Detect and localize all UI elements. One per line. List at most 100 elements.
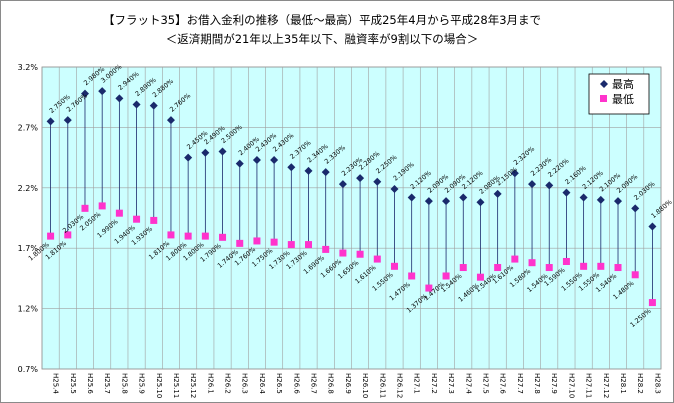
- x-tick-label: H26.5: [275, 373, 283, 394]
- x-tick-label: H26.7: [310, 373, 318, 394]
- x-tick-label: H27.4: [464, 373, 472, 394]
- x-tick-label: H25.9: [138, 373, 146, 394]
- min-marker: [236, 239, 244, 247]
- chart-title: 【フラット35】お借入金利の推移（最低～最高）平成25年4月から平成28年3月ま…: [103, 13, 541, 27]
- legend-box: [588, 73, 650, 115]
- max-marker: [407, 193, 416, 202]
- max-marker: [476, 198, 485, 207]
- max-marker: [493, 189, 502, 198]
- min-marker: [201, 232, 209, 240]
- x-tick-label: H25.12: [189, 373, 197, 398]
- min-marker: [339, 249, 347, 257]
- max-marker: [338, 180, 347, 189]
- legend-max-label: 最高: [612, 77, 634, 91]
- min-marker: [562, 257, 570, 265]
- x-tick-label: H27.8: [533, 373, 541, 394]
- min-marker: [305, 241, 313, 249]
- x-tick-label: H26.1: [206, 373, 214, 394]
- max-marker: [631, 204, 640, 213]
- max-marker: [614, 197, 623, 206]
- min-marker: [597, 262, 605, 270]
- x-tick-label: H25.7: [103, 373, 111, 394]
- max-marker: [596, 195, 605, 204]
- min-marker: [631, 271, 639, 279]
- min-marker: [184, 232, 192, 240]
- x-tick-label: H25.5: [69, 373, 77, 394]
- y-tick-label: 3.2%: [18, 63, 39, 72]
- x-tick-label: H26.6: [292, 373, 300, 394]
- chart-subtitle: ＜返済期間が21年以上35年以下、融資率が9割以下の場合＞: [166, 32, 479, 46]
- min-marker: [219, 233, 227, 241]
- min-marker: [81, 204, 89, 212]
- x-tick-label: H26.2: [224, 373, 232, 394]
- x-tick-label: H25.4: [52, 373, 60, 394]
- x-tick-label: H25.8: [120, 373, 128, 394]
- min-marker: [459, 264, 467, 272]
- x-tick-label: H27.12: [602, 373, 610, 398]
- x-tick-label: H27.11: [585, 373, 593, 398]
- max-marker: [235, 159, 244, 168]
- min-marker: [47, 232, 55, 240]
- min-marker: [614, 264, 622, 272]
- max-marker: [184, 153, 193, 162]
- max-marker: [390, 185, 399, 194]
- max-marker: [442, 197, 451, 206]
- legend: 最高 最低: [588, 73, 650, 115]
- x-tick-label: H27.9: [550, 373, 558, 394]
- x-tick-label: H26.12: [395, 373, 403, 398]
- x-tick-label: H26.10: [361, 373, 369, 398]
- max-marker: [218, 147, 227, 156]
- max-marker: [80, 89, 89, 98]
- max-marker: [528, 180, 537, 189]
- markers: [46, 87, 657, 307]
- max-marker: [545, 181, 554, 190]
- max-marker: [304, 166, 313, 175]
- x-tick-label: H27.10: [567, 373, 575, 398]
- min-marker: [167, 231, 175, 239]
- min-marker: [150, 216, 158, 224]
- x-tick-label: H28.1: [619, 373, 627, 394]
- max-marker: [98, 87, 107, 96]
- min-marker: [408, 272, 416, 280]
- y-tick-label: 2.7%: [18, 123, 39, 132]
- max-marker: [149, 101, 158, 110]
- min-marker: [98, 202, 106, 210]
- y-tick-label: 1.2%: [18, 305, 39, 314]
- max-marker: [356, 174, 365, 183]
- max-marker: [63, 116, 72, 125]
- max-marker: [459, 193, 468, 202]
- max-marker: [287, 163, 296, 172]
- x-tick-label: H27.2: [430, 373, 438, 394]
- legend-min-marker: [600, 95, 607, 102]
- min-marker: [476, 273, 484, 281]
- max-marker: [46, 117, 55, 126]
- x-tick-label: H25.11: [172, 373, 180, 398]
- min-marker: [580, 262, 588, 270]
- x-tick-label: H26.4: [258, 373, 266, 394]
- min-marker: [545, 264, 553, 272]
- min-marker: [648, 299, 656, 307]
- min-marker: [356, 250, 364, 258]
- min-marker: [373, 255, 381, 263]
- min-marker: [115, 209, 123, 217]
- min-marker: [253, 237, 261, 245]
- max-marker: [270, 156, 279, 165]
- max-marker: [201, 148, 210, 157]
- min-marker: [494, 264, 502, 272]
- max-marker: [424, 197, 433, 206]
- min-marker: [511, 255, 519, 263]
- x-tick-label: H27.1: [413, 373, 421, 394]
- min-marker: [425, 284, 433, 292]
- max-marker: [132, 100, 141, 109]
- y-axis: 0.7% 1.2% 1.7% 2.2% 2.7% 3.2%: [18, 63, 39, 374]
- y-tick-label: 0.7%: [18, 365, 39, 374]
- y-tick-label: 2.2%: [18, 184, 39, 193]
- x-tick-label: H28.2: [636, 373, 644, 394]
- max-marker: [321, 168, 330, 177]
- range-lines: [50, 91, 653, 303]
- min-marker: [528, 259, 536, 267]
- x-tick-label: H27.7: [516, 373, 524, 394]
- x-tick-label: H27.5: [481, 373, 489, 394]
- x-tick-label: H27.3: [447, 373, 455, 394]
